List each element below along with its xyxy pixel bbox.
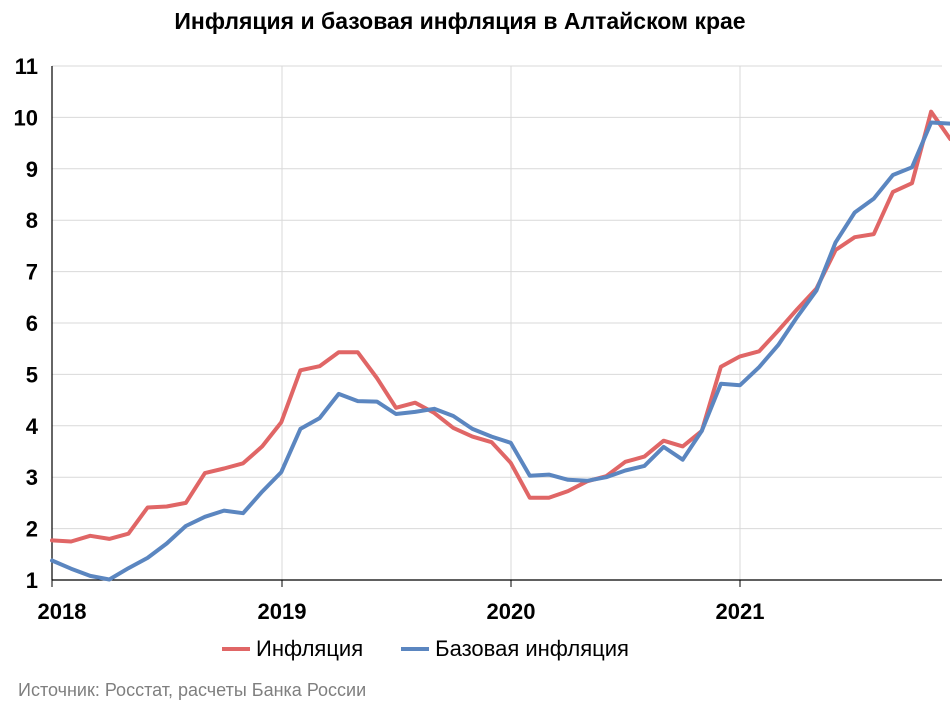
y-tick-label: 5 [26, 362, 38, 387]
legend-label-inflation: Инфляция [256, 636, 364, 661]
legend-swatch-core-inflation [401, 647, 430, 651]
y-tick-label: 9 [26, 157, 38, 182]
tick-labels: 1 2 3 4 5 6 7 8 9 10 11 2018 2019 2020 2021 [14, 54, 765, 624]
y-tick-label: 1 [26, 568, 38, 593]
y-tick-label: 3 [26, 465, 38, 490]
x-tick-label: 2020 [487, 599, 536, 624]
series-line-inflation [50, 109, 950, 544]
series-line-core-inflation [50, 120, 950, 582]
y-tick-label: 4 [26, 414, 39, 439]
y-tick-label: 6 [26, 311, 38, 336]
y-tick-label: 2 [26, 517, 38, 542]
legend-swatch-inflation [222, 647, 250, 651]
y-tick-label: 7 [26, 260, 38, 285]
grid-lines [52, 65, 942, 580]
x-tick-label: 2018 [38, 599, 87, 624]
y-tick-label: 10 [14, 105, 38, 130]
chart-title: Инфляция и базовая инфляция в Алтайском … [174, 8, 746, 34]
series-lines [50, 109, 950, 582]
legend-item-inflation: Инфляция [222, 636, 363, 662]
x-tick-label: 2021 [716, 599, 765, 624]
legend-item-core-inflation: Базовая инфляция [401, 636, 629, 662]
source-note: Источник: Росстат, расчеты Банка России [18, 680, 367, 700]
x-tick-label: 2019 [258, 599, 307, 624]
legend: Инфляция Базовая инфляция [222, 636, 667, 662]
y-tick-label: 11 [15, 54, 38, 79]
y-tick-label: 8 [26, 208, 38, 233]
axes [51, 66, 942, 587]
legend-label-core-inflation: Базовая инфляция [435, 636, 629, 661]
